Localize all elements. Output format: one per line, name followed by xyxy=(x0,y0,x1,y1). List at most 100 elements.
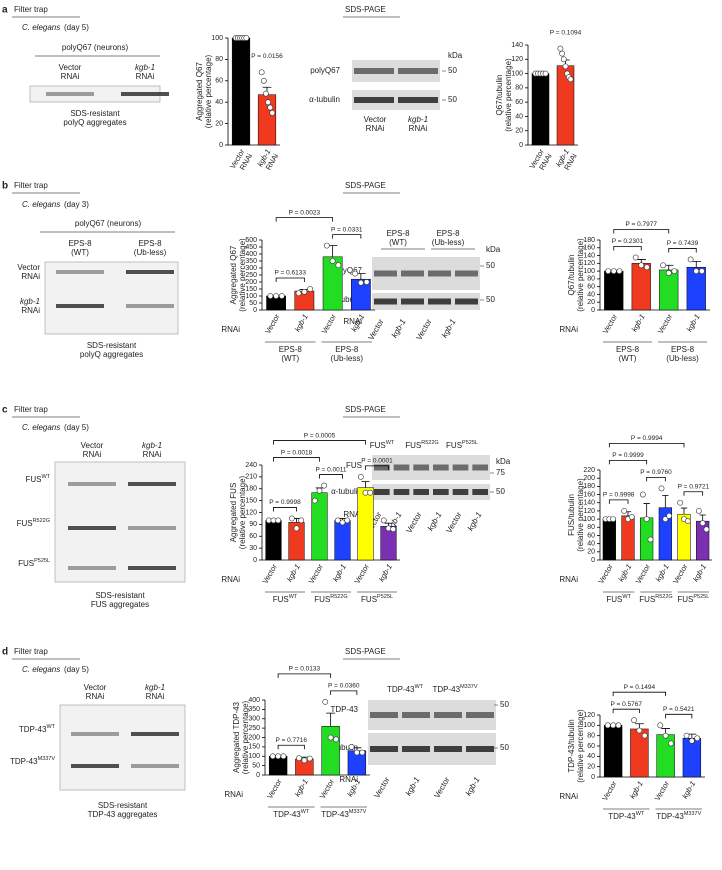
wb-group-sup: WT xyxy=(415,684,424,690)
y-tick-label-text: 100 xyxy=(248,753,260,760)
p-value-text: P = 0.0360 xyxy=(328,683,360,690)
data-point xyxy=(559,50,565,57)
bar xyxy=(682,738,702,778)
y-tick-label: 100 xyxy=(248,753,260,760)
wb-row: α-tubulin xyxy=(309,95,340,104)
rnai-label: RNAi xyxy=(559,325,578,334)
wb-group: TDP-43M337V xyxy=(433,684,478,694)
y-tick-label: 120 xyxy=(245,509,257,516)
blot-band xyxy=(128,482,176,486)
wb-row-text: TDP-43 xyxy=(330,705,358,714)
blot-title: polyQ67 (neurons) xyxy=(75,219,142,228)
x-tick-label: kgb-1 xyxy=(331,562,348,583)
wb-row: FUS xyxy=(346,461,362,470)
data-point xyxy=(288,515,295,522)
data-point xyxy=(662,732,669,739)
x-tick-label: Vector xyxy=(318,777,337,800)
wb-band xyxy=(428,270,451,277)
blot-row-text: TDP-43M337V xyxy=(10,756,55,766)
wb-lane: Vector xyxy=(366,317,385,341)
error-bar xyxy=(662,494,669,508)
blot-band xyxy=(56,270,104,274)
y-axis-label: Q67/tubulin (relative percentage) xyxy=(567,238,585,312)
strain: C. elegans xyxy=(22,200,60,209)
y-tick-label: 250 xyxy=(245,272,257,279)
section-title: SDS-PAGE xyxy=(345,181,386,190)
western-blot xyxy=(372,484,490,500)
wb-band xyxy=(393,464,410,471)
wb-band xyxy=(472,489,488,495)
western-blot xyxy=(352,90,440,110)
wb-band xyxy=(393,489,410,495)
western-blot xyxy=(352,60,440,82)
bar xyxy=(231,37,251,146)
y-tick-label-text: 250 xyxy=(248,725,260,732)
strain-day-text: (day 5) xyxy=(64,23,89,32)
wb-row-text: α-tubulin xyxy=(309,95,340,104)
mw-label: 50 xyxy=(448,66,457,75)
wb-lane: Vector xyxy=(404,510,423,534)
blot-column-text: kgb-1 xyxy=(142,441,162,450)
group-label-sup: WT xyxy=(636,811,645,817)
section-title-text: Filter trap xyxy=(14,405,48,414)
y-tick-label: 40 xyxy=(587,753,595,760)
p-value: P = 0.1094 xyxy=(550,29,582,36)
wb-group-base: TDP-43 xyxy=(433,685,461,694)
y-axis-label-text: TDP-43/tubulin xyxy=(567,719,576,772)
data-point xyxy=(694,735,701,742)
strain: C. elegans xyxy=(22,665,60,674)
y-tick-label-text: 400 xyxy=(245,251,257,258)
wb-group-base: FUS xyxy=(405,441,421,450)
group-label-sup: WT xyxy=(301,809,310,815)
data-point xyxy=(695,508,702,514)
bar xyxy=(631,263,651,311)
data-point xyxy=(323,242,330,249)
kda-label: kDa xyxy=(448,51,463,60)
strain-day: (day 3) xyxy=(64,200,89,209)
rnai-label-text: RNAi xyxy=(559,792,578,801)
group-label: FUSR522G xyxy=(314,594,347,604)
x-tick-label-text: Vector xyxy=(261,562,280,585)
y-tick-label: 250 xyxy=(248,725,260,732)
blot-column-text: Vector xyxy=(59,63,82,72)
western-blot xyxy=(372,455,490,480)
wb-band xyxy=(370,712,398,718)
section-title-text: SDS-PAGE xyxy=(345,405,386,414)
p-value-text: P = 0.0018 xyxy=(281,449,313,456)
y-axis-label-text: Q67/tubulin xyxy=(495,75,504,116)
blot-caption-text: TDP-43 aggregates xyxy=(88,810,158,819)
wb-lane-text: kgb-1 xyxy=(466,511,484,533)
panel-letter: b xyxy=(2,181,8,192)
data-point xyxy=(260,77,267,84)
mw-label: 50 xyxy=(500,700,509,709)
x-tick-label-text: kgb-1 xyxy=(349,312,366,333)
x-tick-label-text: kgb-1 xyxy=(630,312,647,333)
y-tick-label-text: 90 xyxy=(249,521,257,528)
mw-label-text: 50 xyxy=(448,95,457,104)
significance-bracket xyxy=(330,690,358,695)
significance-bracket xyxy=(608,460,648,465)
error-bar xyxy=(326,712,336,727)
y-tick-label-text: 0 xyxy=(591,774,595,781)
significance-bracket xyxy=(273,507,297,512)
section-title: SDS-PAGE xyxy=(345,647,386,656)
data-point xyxy=(265,99,271,106)
wb-lane-text: Vector xyxy=(432,775,451,799)
data-point xyxy=(662,516,669,522)
data-point xyxy=(273,293,280,299)
blot-caption-text: polyQ aggregates xyxy=(80,350,143,359)
x-tick-label-text: Vector xyxy=(318,777,337,800)
y-tick-label-text: 450 xyxy=(245,244,257,251)
group-label-text: FUSP525L xyxy=(677,594,709,604)
data-point xyxy=(344,517,351,524)
blot-row-sup: WT xyxy=(46,724,55,730)
p-value-text: P = 0.7977 xyxy=(625,221,657,228)
y-tick-label-text: 40 xyxy=(587,540,595,547)
x-tick-label-text: kgb-1 xyxy=(685,312,702,333)
data-point xyxy=(357,279,364,286)
y-tick-label: 20 xyxy=(587,764,595,771)
wb-band xyxy=(413,464,429,471)
data-point xyxy=(647,536,654,543)
rnai-label: RNAi xyxy=(559,575,578,584)
